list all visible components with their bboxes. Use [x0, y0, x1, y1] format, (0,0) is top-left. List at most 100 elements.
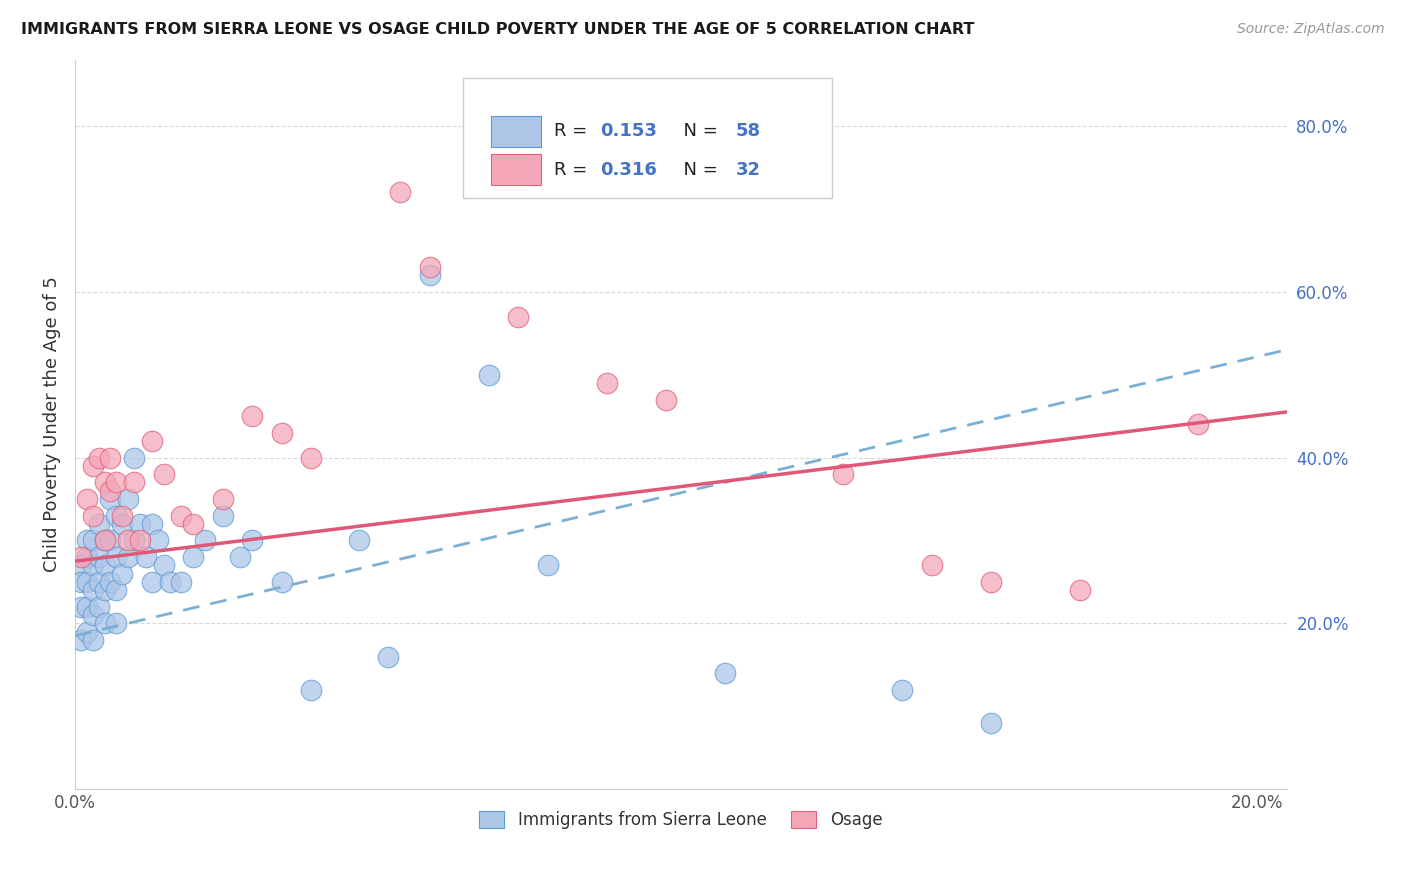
FancyBboxPatch shape [491, 154, 541, 185]
Point [82, 458, 104, 473]
Point [270, 425, 292, 440]
Point [980, 574, 1002, 589]
Point [70, 558, 93, 573]
Point [299, 450, 322, 465]
Text: 58: 58 [735, 122, 761, 140]
Point [82, 632, 104, 647]
Point [93, 616, 115, 631]
Point [980, 715, 1002, 730]
Point [181, 550, 204, 565]
Y-axis label: Child Poverty Under the Age of 5: Child Poverty Under the Age of 5 [44, 277, 60, 573]
Point [122, 450, 145, 465]
Point [170, 508, 193, 523]
Legend: Immigrants from Sierra Leone, Osage: Immigrants from Sierra Leone, Osage [472, 804, 889, 836]
Point [240, 409, 263, 424]
Point [93, 475, 115, 490]
Point [87, 516, 110, 531]
Point [152, 558, 174, 573]
Point [891, 682, 914, 697]
FancyBboxPatch shape [463, 78, 832, 198]
Point [347, 533, 370, 548]
Point [181, 516, 204, 531]
Text: N =: N = [672, 161, 724, 178]
Point [129, 533, 152, 548]
Point [105, 616, 128, 631]
Point [478, 368, 501, 382]
Point [419, 260, 441, 274]
Point [170, 574, 193, 589]
Text: R =: R = [554, 122, 592, 140]
Point [229, 550, 252, 565]
Point [93, 583, 115, 598]
Point [105, 475, 128, 490]
Point [921, 558, 943, 573]
Point [76, 550, 98, 565]
Point [270, 574, 292, 589]
Point [299, 682, 322, 697]
Point [76, 533, 98, 548]
Point [122, 475, 145, 490]
Point [100, 533, 122, 548]
Point [152, 467, 174, 482]
Point [596, 376, 619, 390]
Point [76, 574, 98, 589]
Text: N =: N = [672, 122, 724, 140]
Point [76, 624, 98, 639]
Point [1069, 583, 1091, 598]
Point [141, 516, 163, 531]
Point [87, 599, 110, 614]
Point [1187, 417, 1209, 432]
Point [82, 533, 104, 548]
Point [70, 599, 93, 614]
Point [141, 574, 163, 589]
Point [100, 450, 122, 465]
Point [82, 583, 104, 598]
Point [100, 483, 122, 498]
Text: 0.153: 0.153 [599, 122, 657, 140]
Point [87, 550, 110, 565]
Text: R =: R = [554, 161, 592, 178]
Point [111, 508, 134, 523]
Point [419, 268, 441, 282]
Point [82, 608, 104, 623]
Point [159, 574, 181, 589]
Point [105, 550, 128, 565]
Text: 0.316: 0.316 [599, 161, 657, 178]
Point [129, 516, 152, 531]
Point [82, 508, 104, 523]
Point [714, 666, 737, 681]
Point [93, 533, 115, 548]
Point [211, 491, 233, 506]
Point [146, 533, 169, 548]
Text: 32: 32 [735, 161, 761, 178]
Point [537, 558, 560, 573]
Point [100, 491, 122, 506]
Point [135, 550, 157, 565]
Point [105, 583, 128, 598]
Point [105, 508, 128, 523]
Point [655, 392, 678, 407]
Point [194, 533, 217, 548]
Point [82, 558, 104, 573]
Point [111, 566, 134, 581]
Point [117, 550, 139, 565]
FancyBboxPatch shape [491, 116, 541, 146]
Point [117, 533, 139, 548]
Point [832, 467, 855, 482]
Point [87, 450, 110, 465]
Point [111, 516, 134, 531]
Point [70, 550, 93, 565]
Point [377, 649, 399, 664]
Point [141, 434, 163, 448]
Point [117, 491, 139, 506]
Text: Source: ZipAtlas.com: Source: ZipAtlas.com [1237, 22, 1385, 37]
Point [389, 186, 412, 200]
Point [87, 574, 110, 589]
Point [93, 558, 115, 573]
Point [93, 533, 115, 548]
Point [76, 599, 98, 614]
Point [100, 574, 122, 589]
Point [240, 533, 263, 548]
Point [76, 491, 98, 506]
Point [508, 310, 530, 324]
